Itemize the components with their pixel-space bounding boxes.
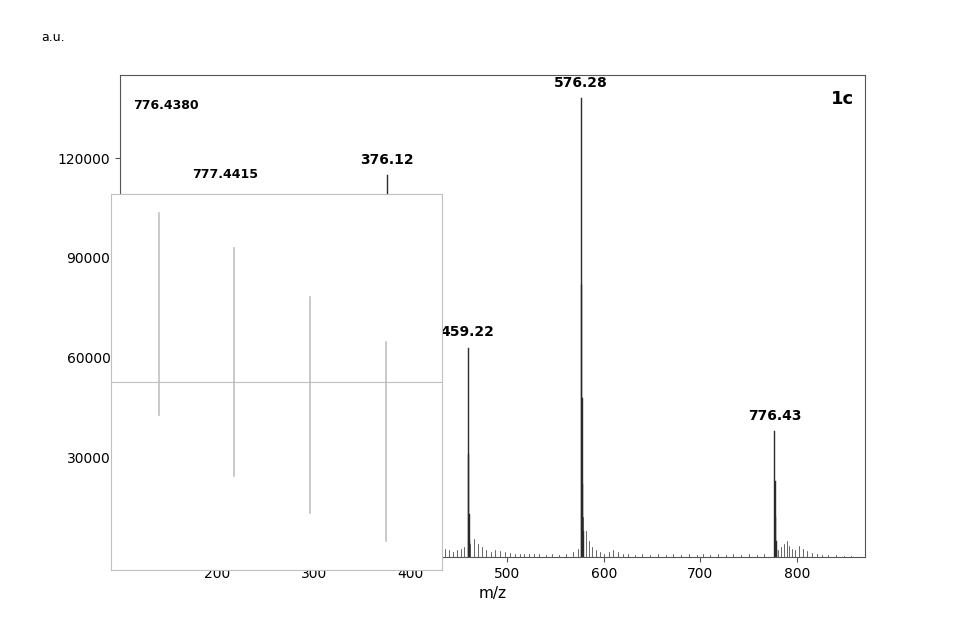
Text: 779.4558: 779.4558	[276, 346, 341, 359]
Text: 376.12: 376.12	[360, 153, 414, 167]
Text: a.u.: a.u.	[41, 31, 64, 44]
Text: 777.4415: 777.4415	[191, 168, 258, 182]
Text: 778.4472: 778.4472	[234, 254, 300, 266]
Text: 778.4472: 778.4472	[222, 384, 287, 398]
Text: 459.22: 459.22	[441, 326, 495, 339]
Text: 776.4382: 776.4382	[133, 524, 198, 537]
Text: 776.4380: 776.4380	[133, 99, 198, 111]
Text: 779.4558: 779.4558	[276, 278, 341, 291]
Text: 576.28: 576.28	[554, 76, 607, 90]
Text: 1c: 1c	[830, 90, 853, 108]
X-axis label: m/z: m/z	[479, 587, 506, 602]
Text: 776.43: 776.43	[748, 409, 801, 423]
Text: 777.4416: 777.4416	[177, 458, 243, 470]
